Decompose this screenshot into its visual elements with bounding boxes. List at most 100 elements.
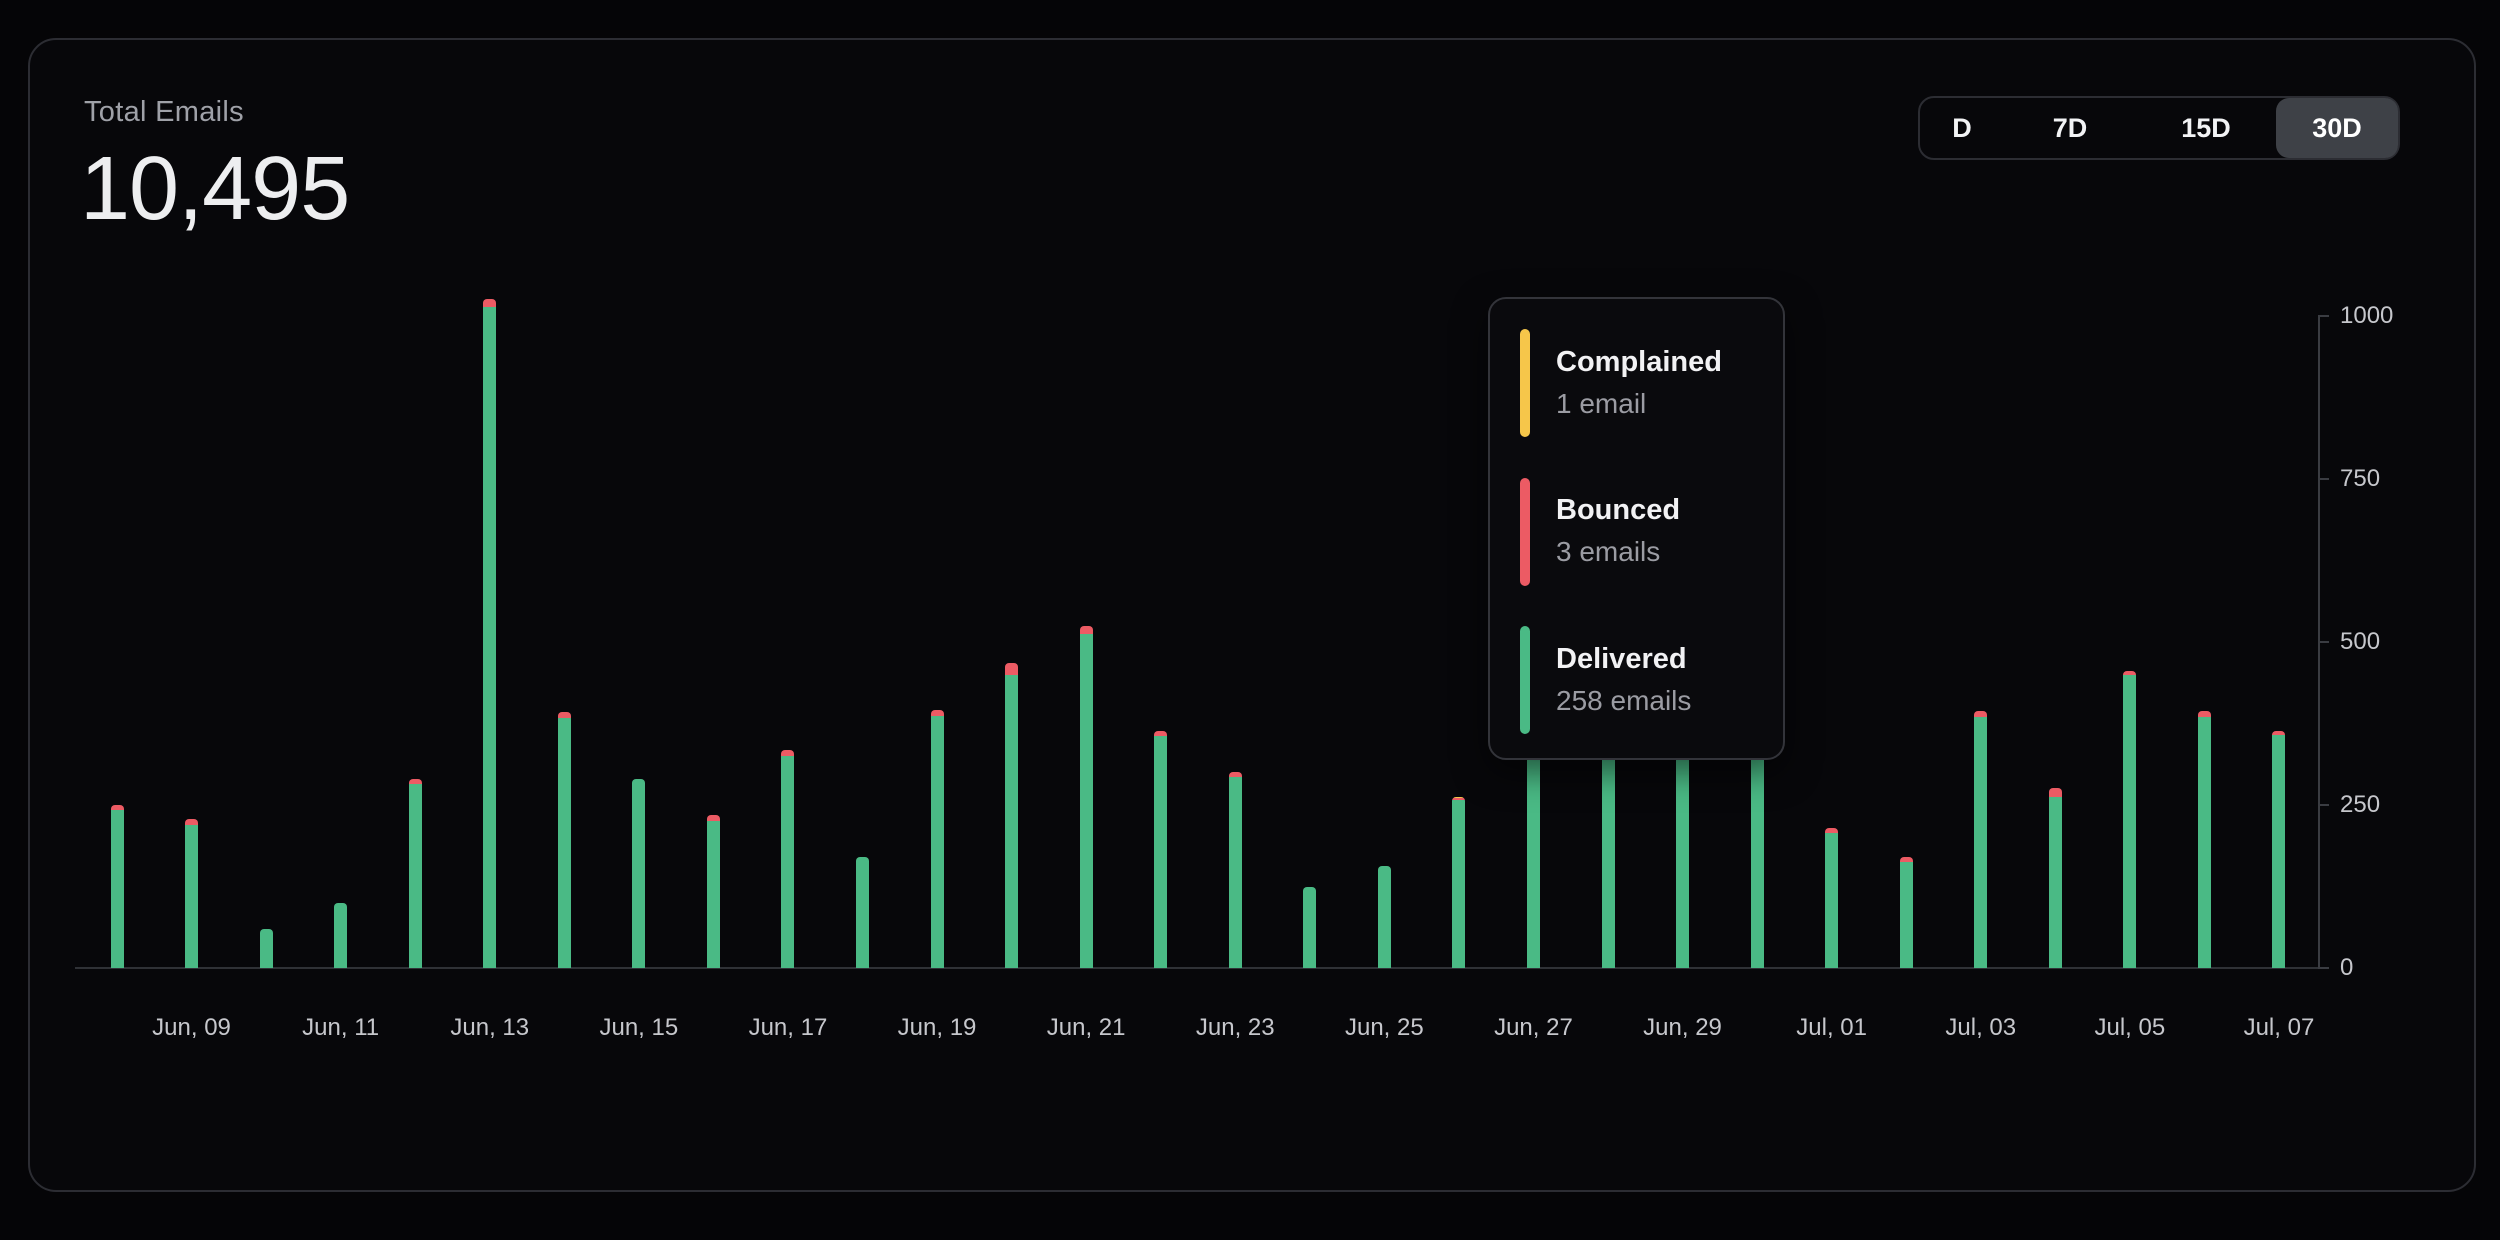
bar-segment: [185, 819, 199, 826]
bar-segment: [1005, 662, 1019, 675]
bar-segment: [1452, 799, 1466, 968]
bar-jun-16[interactable]: [706, 815, 720, 968]
bar-jun-23[interactable]: [1228, 772, 1242, 968]
bar-segment: [1825, 833, 1839, 968]
x-axis-tick-label: Jul, 01: [1796, 1014, 1867, 1041]
bar-jun-11[interactable]: [334, 902, 348, 968]
x-axis-tick-label: Jun, 23: [1195, 1014, 1275, 1041]
y-tick-mark: [2318, 967, 2329, 969]
card-title: Total Emails: [84, 96, 244, 128]
bar-jun-24[interactable]: [1303, 886, 1317, 968]
bar-jul-01[interactable]: [1825, 828, 1839, 968]
x-axis-tick-label: Jun, 13: [450, 1014, 530, 1041]
tooltip-entry-bounced: Bounced 3 emails: [1520, 477, 1763, 586]
bar-segment: [1079, 634, 1093, 968]
bar-segment: [110, 805, 124, 811]
x-axis-tick-label: Jun, 09: [152, 1014, 231, 1041]
bar-segment: [2272, 730, 2286, 736]
bar-jun-09[interactable]: [185, 819, 199, 968]
bar-segment: [1154, 735, 1168, 968]
bar-segment: [1377, 866, 1391, 968]
bar-jun-13[interactable]: [483, 299, 497, 968]
bar-jun-14[interactable]: [557, 711, 571, 968]
total-emails-value: 10,495: [80, 139, 350, 239]
tooltip-entry-complained: Complained 1 email: [1520, 329, 1763, 437]
bar-segment: [1303, 886, 1317, 968]
y-tick-mark: [2318, 478, 2329, 480]
y-axis-tick-label: 1000: [2340, 302, 2394, 329]
bar-segment: [483, 299, 497, 307]
complained-color-pill: [1520, 329, 1530, 437]
bar-jun-17[interactable]: [781, 750, 795, 968]
bar-jun-15[interactable]: [632, 778, 646, 968]
bar-segment: [1452, 797, 1466, 798]
range-button-7d[interactable]: 7D: [2004, 98, 2136, 158]
bar-jun-08[interactable]: [110, 805, 124, 968]
bar-jun-19[interactable]: [930, 710, 944, 968]
x-axis-tick-label: Jun, 11: [302, 1014, 380, 1041]
y-axis-tick-label: 250: [2340, 791, 2381, 818]
bar-segment: [334, 902, 348, 968]
bar-segment: [1228, 776, 1242, 968]
y-tick-mark: [2318, 804, 2329, 806]
bar-segment: [110, 810, 124, 968]
bar-jun-21[interactable]: [1079, 625, 1093, 968]
bar-segment: [781, 756, 795, 968]
delivered-color-pill: [1520, 626, 1530, 734]
bar-jun-20[interactable]: [1005, 662, 1019, 968]
range-button-15d[interactable]: 15D: [2136, 98, 2276, 158]
bar-segment: [2123, 675, 2137, 968]
bar-jun-12[interactable]: [408, 778, 422, 968]
chart-tooltip: Complained 1 email Bounced 3 emails Deli…: [1488, 297, 1785, 760]
bar-jul-04[interactable]: [2048, 788, 2062, 968]
x-axis-tick-label: Jun, 17: [748, 1014, 828, 1041]
bar-jun-26[interactable]: [1452, 797, 1466, 968]
bar-segment: [2048, 796, 2062, 968]
x-axis-line: [75, 967, 2329, 969]
bar-segment: [2272, 735, 2286, 968]
range-button-d[interactable]: D: [1920, 98, 2004, 158]
bar-jun-10[interactable]: [259, 928, 273, 968]
bar-jul-07[interactable]: [2272, 730, 2286, 968]
bar-segment: [1974, 711, 1988, 717]
x-axis-tick-label: Jun, 29: [1643, 1014, 1722, 1041]
y-axis-tick-label: 500: [2340, 628, 2381, 655]
y-axis-tick-label: 0: [2340, 954, 2354, 981]
total-emails-card: [28, 38, 2476, 1192]
y-tick-mark: [2318, 641, 2329, 643]
bar-segment: [1079, 625, 1093, 635]
y-axis-tick-label: 750: [2340, 465, 2381, 492]
bar-segment: [2197, 716, 2211, 968]
bar-segment: [632, 778, 646, 968]
bar-segment: [557, 717, 571, 968]
bar-segment: [408, 784, 422, 968]
bar-segment: [1452, 797, 1466, 800]
bar-jun-22[interactable]: [1154, 730, 1168, 968]
x-axis-tick-label: Jun, 27: [1494, 1014, 1573, 1041]
bar-segment: [1154, 730, 1168, 736]
x-axis-tick-label: Jul, 03: [1945, 1014, 2017, 1041]
bar-jun-25[interactable]: [1377, 866, 1391, 968]
bar-segment: [259, 928, 273, 968]
bar-jul-05[interactable]: [2123, 671, 2137, 968]
bar-segment: [1974, 716, 1988, 968]
bar-jul-03[interactable]: [1974, 711, 1988, 968]
x-axis-tick-label: Jul, 05: [2094, 1014, 2166, 1041]
bar-segment: [930, 716, 944, 968]
tooltip-value: 3 emails: [1556, 536, 1661, 568]
bar-segment: [856, 857, 869, 968]
bounced-color-pill: [1520, 477, 1530, 586]
bar-jun-18[interactable]: [856, 857, 869, 968]
bar-segment: [408, 778, 422, 785]
bar-jul-02[interactable]: [1899, 856, 1913, 968]
bar-segment: [781, 750, 795, 757]
tooltip-label: Complained: [1556, 345, 1722, 378]
bar-jul-06[interactable]: [2197, 711, 2211, 968]
tooltip-value: 1 email: [1556, 387, 1647, 419]
bar-segment: [2197, 711, 2211, 717]
bar-segment: [1899, 856, 1913, 863]
bar-segment: [706, 820, 720, 968]
range-button-30d[interactable]: 30D: [2276, 98, 2398, 158]
